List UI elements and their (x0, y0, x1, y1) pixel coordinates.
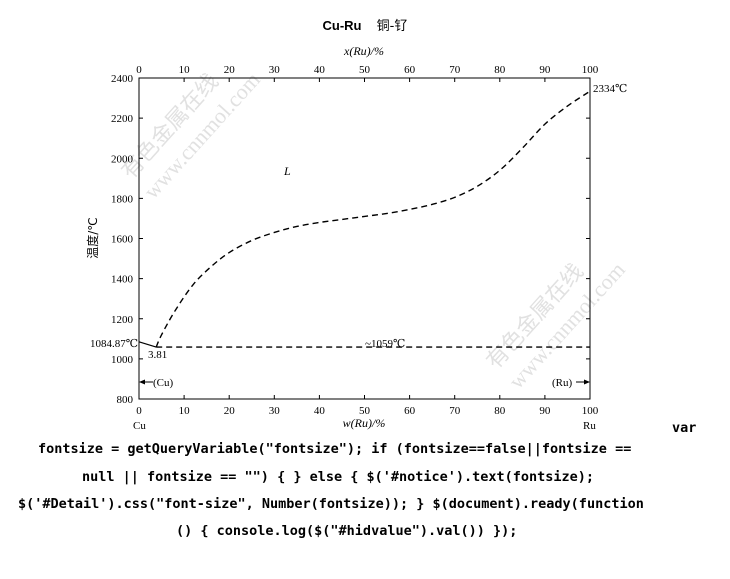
top-tick-label: 20 (224, 64, 236, 76)
code-text-line-4: $('#Detail').css("font-size", Number(fon… (18, 496, 644, 512)
x-tick-label: 60 (404, 405, 416, 417)
top-tick-label: 30 (269, 64, 281, 76)
y-tick-label: 1200 (111, 314, 134, 326)
x-tick-label: 30 (269, 405, 281, 417)
x-tick-label: 10 (179, 405, 191, 417)
cu-melting-label: 1084.87℃ (90, 338, 138, 350)
x-tick-label: 0 (136, 405, 142, 417)
chart-title-cn: 铜-钌 (377, 19, 408, 34)
ru-phase-arrow (576, 379, 590, 385)
cu-phase-label: (Cu) (153, 377, 174, 389)
y-tick-label: 2400 (111, 73, 134, 85)
top-tick-label: 0 (136, 64, 142, 76)
code-text-line-3: null || fontsize == "") { } else { $('#n… (82, 469, 595, 485)
x-tick-label: 70 (449, 405, 461, 417)
y-tick-label: 1400 (111, 274, 134, 286)
cu-phase-arrow (139, 379, 153, 385)
liquid-label: L (283, 164, 291, 178)
x-tick-label: 50 (359, 405, 371, 417)
top-tick-label: 80 (494, 64, 506, 76)
top-tick-label: 60 (404, 64, 416, 76)
code-text-line-1: var (672, 420, 697, 436)
x-tick-label: 20 (224, 405, 236, 417)
x-tick-label: 90 (539, 405, 551, 417)
y-tick-label: 1800 (111, 193, 134, 205)
top-tick-label: 100 (582, 64, 599, 76)
cu-liquidus-line (138, 341, 157, 348)
top-tick-label: 40 (314, 64, 326, 76)
ru-element-label: Ru (583, 420, 596, 430)
top-tick-label: 50 (359, 64, 371, 76)
y-tick-label: 800 (117, 394, 134, 406)
tick-layer: 0 10 20 30 40 50 60 70 80 90 1000 10 20 30 40 50 60 70 80 9… (111, 64, 599, 417)
top-tick-label: 90 (539, 64, 551, 76)
x-axis-label: w(Ru)/% (343, 416, 386, 430)
y-tick-label: 2200 (111, 113, 134, 125)
phase-diagram-chart: 有色金属在线 www.cnnmol.com 有色金属在线 www.cnnmol.… (85, 18, 630, 430)
x-tick-label: 80 (494, 405, 506, 417)
x-tick-label: 100 (582, 405, 599, 417)
top-tick-label: 70 (449, 64, 461, 76)
ru-melting-label: 2334℃ (593, 83, 627, 95)
y-tick-label: 2000 (111, 153, 134, 165)
top-axis-label: x(Ru)/% (343, 44, 384, 58)
watermark-2: 有色金属在线 www.cnnmol.com (481, 257, 630, 393)
liquidus-line (155, 90, 591, 348)
y-tick-label: 1600 (111, 234, 134, 246)
ru-phase-label: (Ru) (552, 377, 573, 389)
y-axis-label: 温度/℃ (85, 217, 100, 259)
y-tick-label: 1000 (111, 354, 134, 366)
eutectic-label: ~1059℃ (365, 338, 405, 350)
code-text-line-5: () { console.log($("#hidvalue").val()) }… (176, 523, 518, 539)
curves-layer (138, 90, 591, 348)
chart-title: Cu-Ru (323, 18, 362, 33)
code-text-line-2: fontsize = getQueryVariable("fontsize");… (38, 441, 632, 457)
cu-element-label: Cu (133, 420, 146, 430)
top-tick-label: 10 (179, 64, 191, 76)
eutectic-comp-label: 3.81 (148, 349, 167, 361)
x-tick-label: 40 (314, 405, 326, 417)
